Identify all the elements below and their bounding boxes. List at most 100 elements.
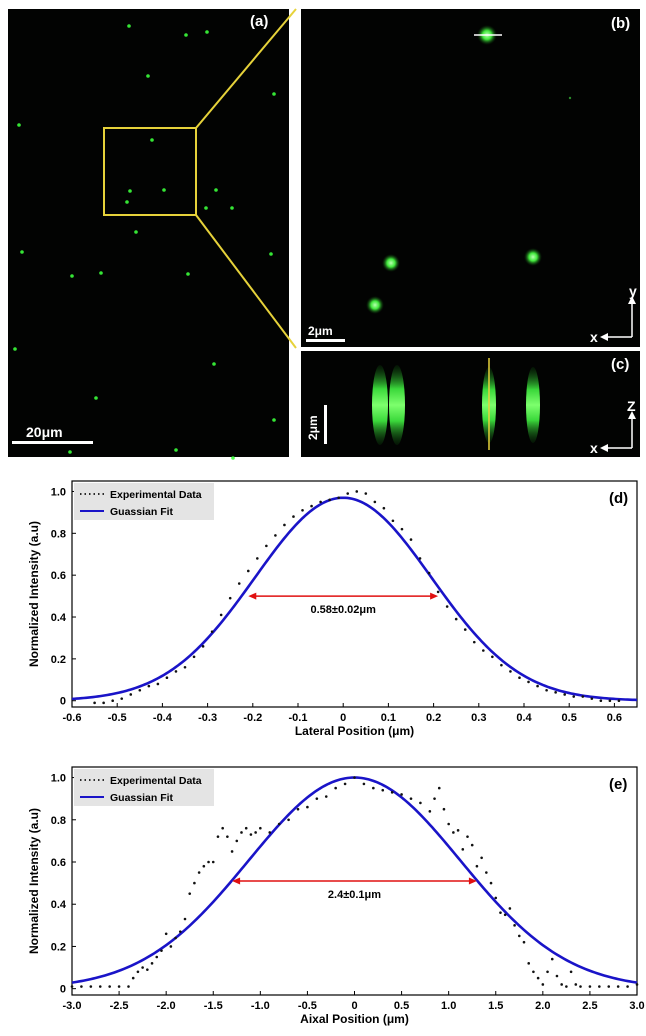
data-point <box>400 793 403 796</box>
x-tick-label: 0 <box>351 1000 357 1012</box>
y-tick-label: 1.0 <box>51 773 66 785</box>
panel-c-axis-x: x <box>590 440 598 456</box>
data-point <box>390 791 394 794</box>
x-tick-label: 1.0 <box>441 1000 456 1012</box>
chart-d: 0.58±0.02μm -0.6 -0.5 -0.4 -0.3 -0.2 -0.1 0 0.1 0… <box>27 480 638 738</box>
data-point <box>489 881 493 885</box>
data-point <box>328 498 331 502</box>
x-tick-label: 0.3 <box>471 712 486 724</box>
panel-b-scale-bar <box>306 339 345 342</box>
data-point <box>201 645 205 648</box>
gaussian-fit-line <box>71 496 638 702</box>
panel-b-axis-x: x <box>590 329 598 345</box>
x-tick-label: 0.2 <box>426 712 441 724</box>
data-point <box>129 693 133 696</box>
data-point <box>470 843 474 847</box>
data-point <box>117 985 121 988</box>
data-point <box>221 826 224 830</box>
y-axis-label: Normalized Intensity (a.u) <box>27 808 41 954</box>
panel-b-background <box>301 9 640 347</box>
chart-e: 2.4±0.1μm -3.0 -2.5 -2.0 -1.5 -1.0 -0.5 0 0.5 1.0… <box>27 766 645 1026</box>
x-tick-label: -2.0 <box>157 1000 176 1012</box>
data-point <box>265 544 268 548</box>
data-point <box>494 896 498 900</box>
bead-spot-faint <box>568 96 572 100</box>
data-point <box>579 985 582 988</box>
x-tick-label: -0.2 <box>243 712 262 724</box>
z-arrowhead-icon <box>628 411 636 419</box>
data-point <box>226 835 229 838</box>
bead-dot <box>212 362 216 366</box>
data-point <box>442 807 446 811</box>
bead-dot <box>99 271 103 275</box>
y-tick-label: 0.6 <box>51 570 66 582</box>
y-tick-label: 0.2 <box>51 941 66 953</box>
data-point <box>237 582 241 585</box>
zoom-connector-top <box>195 8 297 129</box>
bead-dot <box>17 123 21 127</box>
data-point <box>527 962 531 965</box>
x-tick-label: -0.5 <box>298 1000 317 1012</box>
x-tick-label: -0.4 <box>153 712 173 724</box>
data-point <box>491 655 494 659</box>
data-point <box>617 699 621 703</box>
data-point <box>541 983 545 986</box>
data-point <box>287 818 290 822</box>
data-point <box>192 655 196 659</box>
data-point <box>160 949 163 952</box>
data-point <box>346 492 350 495</box>
data-point <box>518 676 521 680</box>
x-tick-label: -3.0 <box>63 1000 82 1012</box>
bead-dot <box>70 274 74 278</box>
data-point <box>536 976 540 980</box>
bead-dot <box>204 206 208 210</box>
panel-b-axis-y: y <box>629 283 637 299</box>
bead-dot <box>162 188 166 192</box>
data-point <box>588 985 592 988</box>
data-point <box>202 864 206 868</box>
data-point <box>517 934 521 938</box>
data-point <box>485 871 488 874</box>
data-point <box>545 688 548 692</box>
chart-tag: (d) <box>609 490 628 507</box>
data-point <box>480 856 483 860</box>
data-point <box>456 829 460 832</box>
data-point <box>174 936 177 940</box>
data-point <box>527 680 530 684</box>
bead-dot <box>150 138 154 142</box>
data-point <box>324 795 328 798</box>
data-point <box>146 968 149 971</box>
data-point <box>532 970 535 974</box>
x-tick-label: -0.1 <box>289 712 308 724</box>
data-point <box>635 983 639 986</box>
bead-spot <box>366 296 384 314</box>
x-axis-label: Aixal Position (μm) <box>300 1012 409 1026</box>
x-tick-label: -2.5 <box>110 1000 129 1012</box>
panel-b-tag: (b) <box>611 15 630 32</box>
data-point <box>193 881 196 885</box>
bead-dot <box>125 200 129 204</box>
zoom-connector-bottom <box>195 214 297 349</box>
data-point <box>268 831 272 834</box>
data-point <box>563 693 566 696</box>
x-tick-label: 1.5 <box>488 1000 503 1012</box>
legend-box <box>74 769 214 806</box>
data-point <box>445 605 449 608</box>
data-point <box>216 835 220 838</box>
data-point <box>235 839 239 843</box>
data-point <box>433 797 436 800</box>
data-point <box>89 985 93 988</box>
x-tick-label: 0.4 <box>516 712 532 724</box>
panel-a-tag: (a) <box>250 13 268 30</box>
data-point <box>183 665 187 669</box>
data-point <box>274 534 277 537</box>
panel-c-background <box>301 351 640 457</box>
data-point <box>301 508 304 512</box>
x-tick-label: 3.0 <box>629 1000 644 1012</box>
data-point <box>437 786 441 790</box>
panel-c-tag: (c) <box>611 356 629 373</box>
data-point <box>565 985 568 988</box>
y-axis-label: Normalized Intensity (a.u) <box>27 521 41 667</box>
data-point <box>183 917 187 921</box>
x-tick-label: 0.6 <box>607 712 622 724</box>
